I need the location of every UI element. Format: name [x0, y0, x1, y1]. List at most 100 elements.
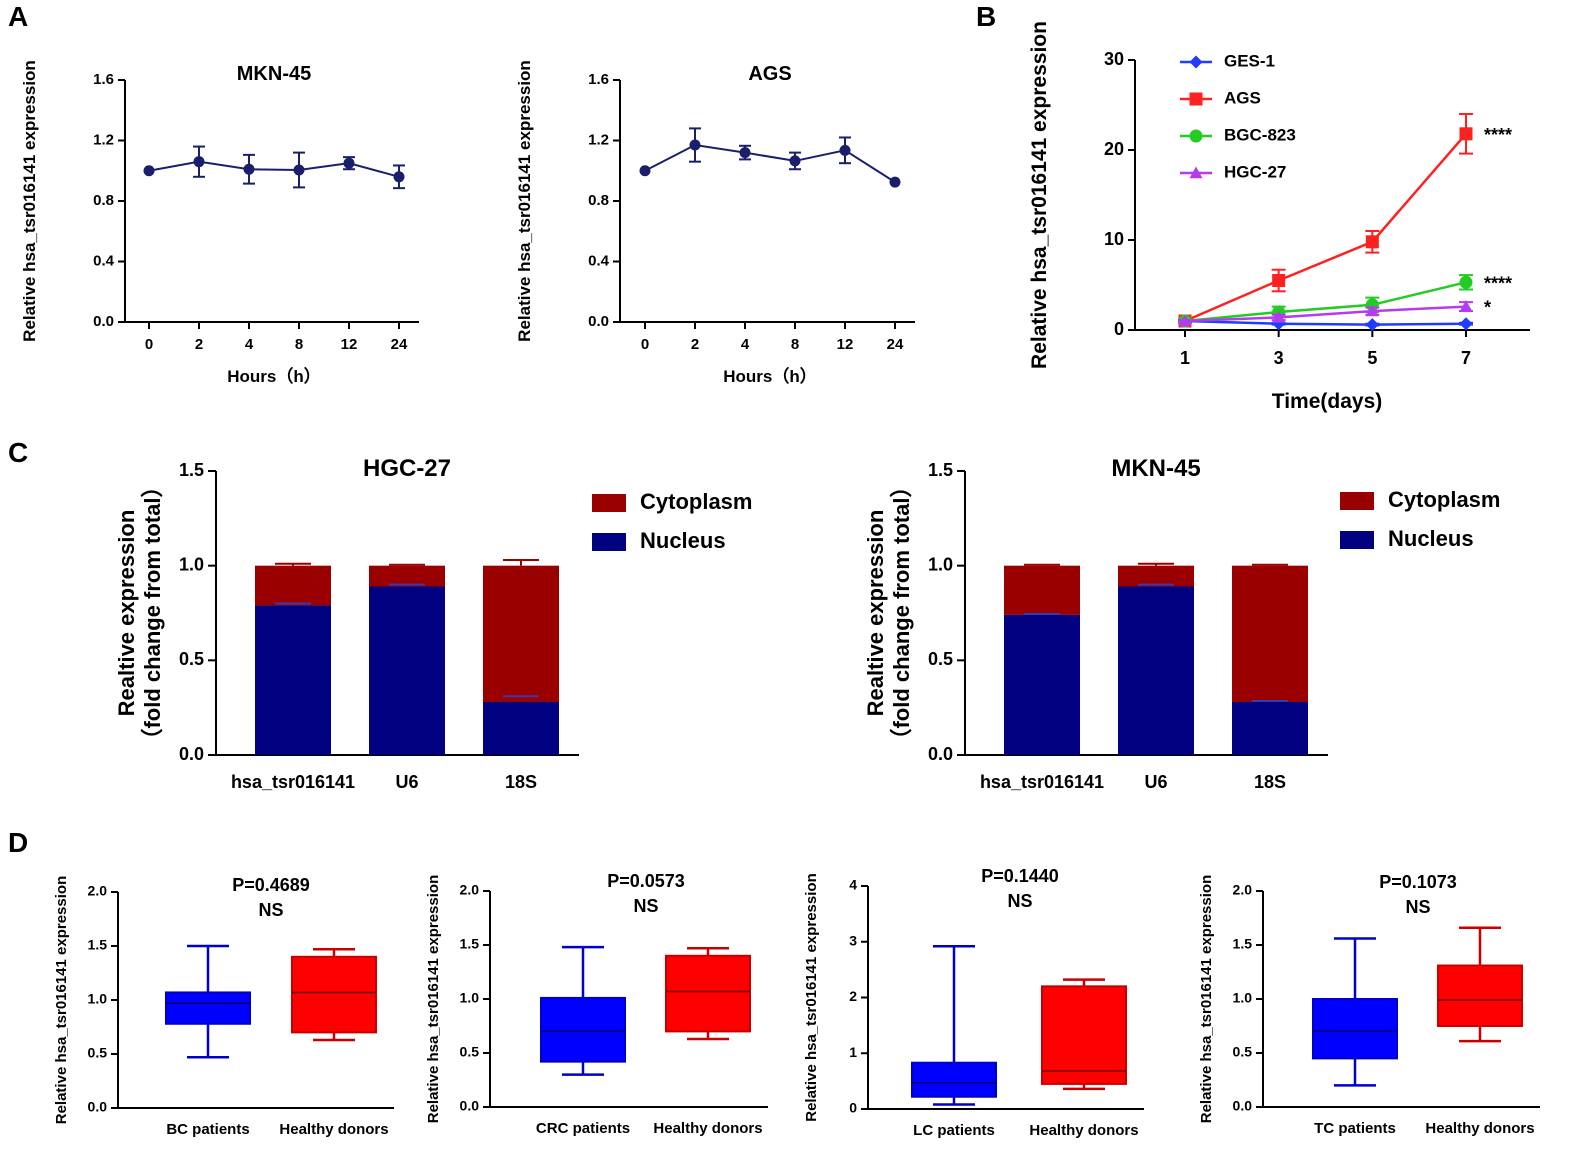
panel-letter-c: C: [8, 437, 28, 468]
legend-swatch-cytoplasm: [1340, 492, 1374, 510]
x-tick-label: 1: [1180, 348, 1190, 368]
data-marker: [1272, 310, 1286, 323]
y-tick-label: 0.4: [93, 252, 115, 269]
series-line: [1184, 305, 1467, 323]
legend-item: BGC-823: [1180, 125, 1296, 144]
chart-subtitle: NS: [258, 900, 283, 920]
x-tick-label: 12: [341, 336, 358, 353]
data-marker: [1365, 235, 1379, 249]
data-marker: [1459, 127, 1473, 141]
y-tick-label: 1.5: [460, 936, 480, 952]
data-marker: [1178, 314, 1192, 327]
chart-title: AGS: [748, 63, 791, 85]
x-tick-label: 8: [295, 336, 303, 353]
data-marker: [1459, 275, 1473, 289]
legend-item: AGS: [1180, 88, 1261, 107]
x-tick-label: 18S: [505, 772, 537, 792]
data-marker: [1189, 129, 1203, 143]
x-tick-label: U6: [395, 772, 418, 792]
box-iqr: [165, 991, 251, 1025]
y-tick-label: 0.5: [928, 649, 953, 669]
chart-subtitle: NS: [1405, 897, 1430, 917]
y-tick-label: 1.5: [928, 460, 953, 480]
y-tick-label: 2.0: [88, 883, 108, 899]
y-tick-label: 20: [1104, 139, 1124, 159]
bar-segment-cytoplasm: [1004, 565, 1080, 615]
data-point: [689, 139, 701, 151]
x-tick-label: Healthy donors: [1029, 1122, 1138, 1139]
data-marker: [1189, 92, 1203, 106]
y-tick-label: 1.0: [88, 991, 108, 1007]
box-iqr: [540, 996, 626, 1063]
x-tick-label: 2: [691, 336, 699, 353]
x-tick-label: 24: [887, 336, 904, 353]
box-healthy-donors: [1437, 926, 1523, 1043]
data-marker: [1272, 274, 1286, 287]
y-tick-label: 1.5: [1233, 936, 1253, 952]
legend-item: GES-1: [1180, 51, 1275, 70]
y-tick-label: 0.5: [88, 1045, 108, 1061]
x-tick-label: 12: [837, 336, 854, 353]
legend-item: HGC-27: [1180, 162, 1286, 181]
bar-segment-nucleus: [1232, 701, 1308, 755]
y-tick-label: 1.0: [179, 554, 204, 574]
significance-marker: ****: [1484, 125, 1512, 145]
series-line: [148, 160, 400, 178]
x-tick-label: Healthy donors: [653, 1120, 762, 1137]
chart-title: P=0.0573: [607, 871, 685, 891]
box-crc-patients: [540, 945, 626, 1076]
y-tick-label: 1.5: [179, 460, 204, 480]
series-ags: ****: [1178, 113, 1512, 328]
chart-title: P=0.1073: [1379, 872, 1457, 892]
panel-letter-b: B: [976, 1, 996, 32]
y-tick-label: 30: [1104, 49, 1124, 69]
y-tick-label: 1.0: [1233, 990, 1253, 1006]
box-plot-lc-patients: 0 1 2 3 4 Relative hsa_tsr016141 expression P=…: [803, 866, 1144, 1139]
y-tick-label: 0.0: [588, 313, 609, 330]
y-tick-label: 0.0: [1233, 1098, 1253, 1114]
y-axis-label-secondary: （fold change from total）: [889, 475, 914, 750]
series-line: [1184, 132, 1467, 323]
data-marker: [1459, 317, 1473, 331]
x-tick-label: 4: [741, 336, 750, 353]
x-tick-label: 2: [195, 336, 203, 353]
y-tick-label: 1.5: [88, 937, 108, 953]
y-tick-label: 0.8: [93, 192, 114, 209]
x-tick-label: 0: [145, 336, 153, 353]
line-chart-mkn-45: 0.0 0.4 0.8 1.2 1.6 Relative hsa_tsr016141 ex…: [20, 60, 419, 386]
legend-label: BGC-823: [1224, 125, 1296, 144]
data-marker: [1365, 318, 1379, 332]
x-tick-label: 3: [1274, 348, 1284, 368]
box-tc-patients: [1312, 937, 1398, 1087]
y-axis-label: Relative hsa_tsr016141 expression: [515, 60, 534, 342]
y-axis-label: Relative hsa_tsr016141 expression: [1028, 21, 1051, 369]
chart-title: HGC-27: [363, 455, 451, 482]
x-tick-label: TC patients: [1314, 1120, 1396, 1137]
y-tick-label: 0.4: [588, 252, 610, 269]
stacked-bar-chart-hgc-27: 0.0 0.5 1.0 1.5 Realtive expression （fold cha…: [114, 455, 752, 792]
y-tick-label: 0: [1114, 319, 1124, 339]
box-iqr: [911, 1061, 997, 1098]
y-tick-label: 0.8: [588, 192, 609, 209]
legend-label: GES-1: [1224, 51, 1275, 70]
chart-title: MKN-45: [1111, 455, 1200, 482]
legend-label: Cytoplasm: [1388, 487, 1500, 512]
y-tick-label: 0.0: [179, 744, 204, 764]
series-hgc-27: *: [1178, 298, 1491, 327]
y-tick-label: 0.0: [460, 1098, 480, 1114]
legend-label: Nucleus: [1388, 526, 1474, 551]
box-plot-tc-patients: 0.0 0.5 1.0 1.5 2.0 Relative hsa_tsr016141 ex…: [1198, 872, 1540, 1137]
significance-marker: *: [1484, 298, 1491, 318]
box-healthy-donors: [291, 947, 377, 1042]
data-marker: [1365, 304, 1379, 317]
y-tick-label: 1.0: [460, 990, 480, 1006]
data-point: [343, 157, 355, 169]
y-axis-label: Relative hsa_tsr016141 expression: [1198, 875, 1215, 1124]
x-tick-label: 7: [1461, 348, 1471, 368]
data-point: [639, 165, 651, 177]
y-tick-label: 1.0: [928, 554, 953, 574]
data-point: [193, 156, 205, 168]
legend-swatch-cytoplasm: [592, 494, 626, 512]
y-tick-label: 0.5: [1233, 1044, 1253, 1060]
